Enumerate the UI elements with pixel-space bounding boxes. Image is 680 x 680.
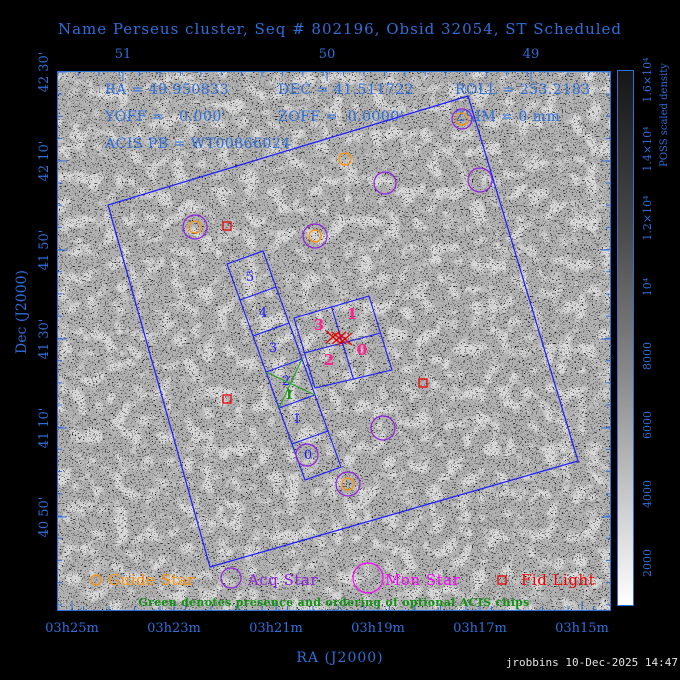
yoff-value: YOFF = 0.000' xyxy=(105,109,227,125)
ra-value: RA = 49.950833 xyxy=(105,82,229,98)
dec-value: DEC = 41.511722 xyxy=(278,82,414,98)
legend-mon-star-label: Mon Star xyxy=(385,571,461,589)
legend-note: Green denotes presence and ordering of o… xyxy=(138,596,530,609)
bottom-axis-tick-label: 03h25m xyxy=(45,621,99,636)
roll-value: ROLL = 253.2183 xyxy=(455,82,591,98)
left-axis-tick-label: 40 50' xyxy=(36,496,52,538)
bottom-axis-tick-label: 03h23m xyxy=(147,621,201,636)
colorbar-tick-label: 1.2×10⁴ xyxy=(640,195,654,241)
poss-starfield-image xyxy=(58,72,610,610)
top-axis-tick-label: 51 xyxy=(114,47,132,62)
colorbar-tick-label: 1.4×10⁴ xyxy=(640,126,654,172)
observation-title: Name Perseus cluster, Seq # 802196, Obsi… xyxy=(57,20,623,38)
colorbar-tick-label: 1.6×10⁴ xyxy=(640,57,654,103)
colorbar-tick-label: 2000 xyxy=(640,549,654,577)
bottom-axis-tick-label: 03h19m xyxy=(351,621,405,636)
colorbar-tick-label: 10⁴ xyxy=(640,277,654,297)
legend-guide-star-label: Guide Star xyxy=(108,571,196,589)
sky-view-canvas[interactable] xyxy=(57,71,611,611)
zoff-value: ZOFF = 0.0000' xyxy=(278,109,405,125)
intensity-colorbar xyxy=(617,70,634,606)
top-axis-tick-label: 50 xyxy=(318,47,336,62)
colorbar-tick-label: 6000 xyxy=(640,411,654,439)
colorbar-axis-title: POSS scaled density xyxy=(658,63,670,167)
colorbar-tick-label: 4000 xyxy=(640,480,654,508)
user-timestamp: jrobbins 10-Dec-2025 14:47 xyxy=(505,656,678,669)
bottom-axis-tick-label: 03h17m xyxy=(453,621,507,636)
legend-fid-light-label: Fid Light xyxy=(521,571,596,589)
ra-axis-title: RA (J2000) xyxy=(296,650,384,666)
colorbar-tick-label: 8000 xyxy=(640,342,654,370)
acis-parameter-block: ACIS PB = WT00866024 xyxy=(105,136,291,152)
bottom-axis-tick-label: 03h21m xyxy=(249,621,303,636)
dec-axis-title: Dec (J2000) xyxy=(14,270,30,354)
left-axis-tick-label: 41 30' xyxy=(36,318,52,360)
top-axis-tick-label: 49 xyxy=(522,47,540,62)
bottom-axis-tick-label: 03h15m xyxy=(555,621,609,636)
left-axis-tick-label: 42 30' xyxy=(36,51,52,93)
left-axis-tick-label: 41 10' xyxy=(36,407,52,449)
left-axis-tick-label: 42 10' xyxy=(36,140,52,182)
left-axis-tick-label: 41 50' xyxy=(36,229,52,271)
legend-acq-star-label: Acq Star xyxy=(248,571,319,589)
zsim-value: ZSIM = 0 mm xyxy=(455,109,561,125)
